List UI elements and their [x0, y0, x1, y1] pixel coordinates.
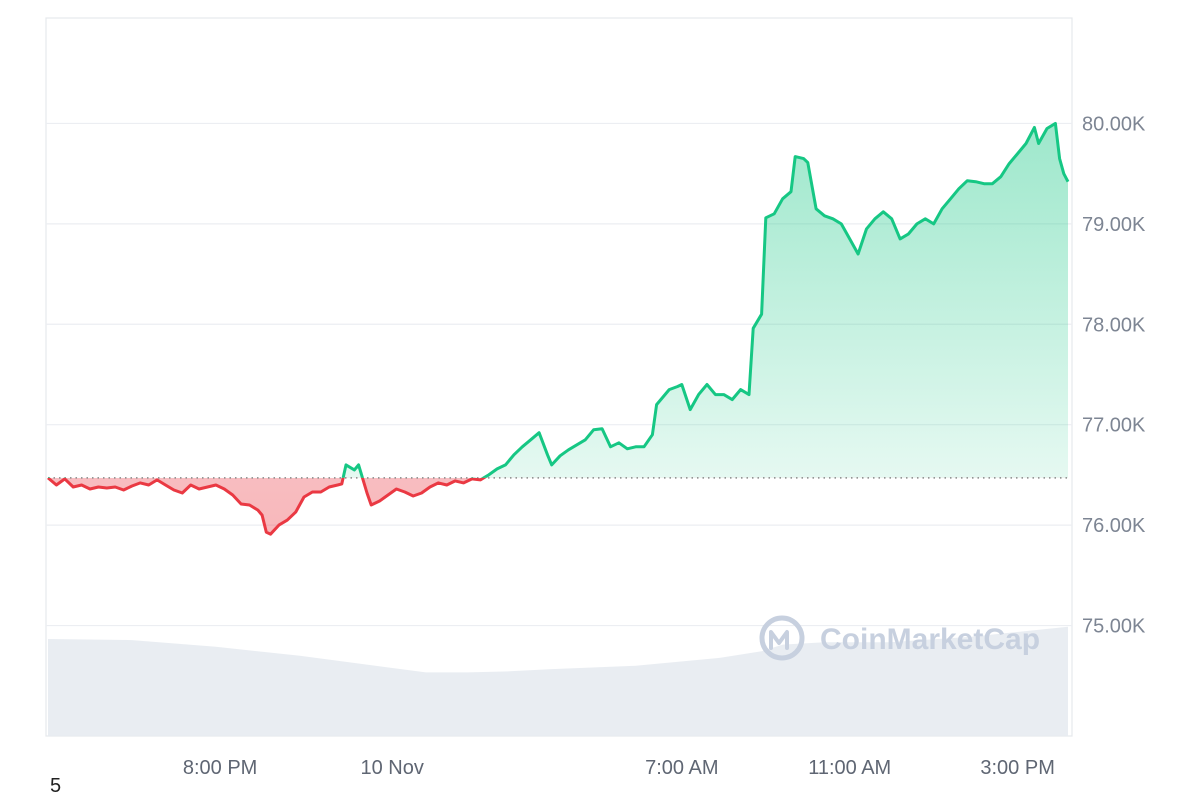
volume-area-path: [48, 626, 1068, 736]
x-tick-label: 3:00 PM: [980, 757, 1054, 779]
y-tick-label: 80.00K: [1082, 113, 1146, 135]
x-tick-label: 10 Nov: [361, 757, 424, 779]
y-tick-label: 79.00K: [1082, 214, 1146, 236]
x-axis: 8:00 PM 10 Nov 7:00 AM 11:00 AM 3:00 PM: [183, 757, 1055, 779]
x-tick-label: 11:00 AM: [808, 757, 891, 779]
x-tick-label: 8:00 PM: [183, 757, 257, 779]
price-line-above-open: [47, 121, 1070, 478]
coinmarketcap-watermark: CoinMarketCap: [759, 615, 1040, 661]
y-tick-label: 77.00K: [1082, 415, 1146, 437]
watermark-text: CoinMarketCap: [820, 623, 1040, 656]
y-axis: 75.00K 76.00K 77.00K 78.00K 79.00K 80.00K: [1082, 113, 1146, 637]
price-area-below-open: [48, 477, 484, 535]
volume-area: [48, 626, 1068, 736]
price-area-above-open: [48, 123, 1068, 478]
coinmarketcap-logo-icon: [759, 615, 805, 661]
y-tick-label: 78.00K: [1082, 314, 1146, 336]
price-fill: [48, 123, 1068, 535]
page-number: 5: [50, 775, 62, 797]
price-line-below-open: [47, 477, 487, 536]
price-line: [47, 121, 1070, 536]
x-tick-label: 7:00 AM: [645, 757, 718, 779]
coinmarketcap-logo-mark: [769, 630, 789, 650]
y-tick-label: 76.00K: [1082, 515, 1146, 537]
y-tick-label: 75.00K: [1082, 616, 1146, 638]
